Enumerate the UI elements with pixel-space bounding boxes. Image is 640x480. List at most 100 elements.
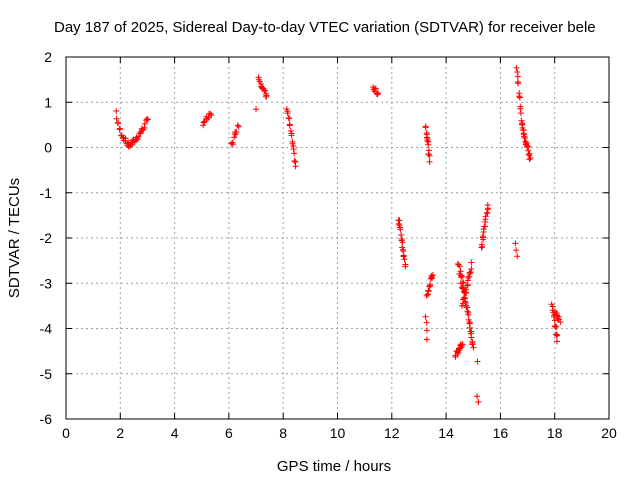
data-point xyxy=(373,90,380,97)
data-point xyxy=(291,157,298,164)
data-point xyxy=(429,275,436,282)
x-axis-label: GPS time / hours xyxy=(277,458,391,475)
y-tick-label: 1 xyxy=(44,94,52,110)
data-point xyxy=(470,344,477,351)
data-point xyxy=(458,302,465,309)
data-point xyxy=(423,292,430,299)
data-point xyxy=(515,80,522,87)
data-point xyxy=(468,265,475,272)
data-point xyxy=(513,247,520,254)
x-tick-label: 2 xyxy=(116,425,124,441)
y-axis-label: SDTVAR / TECUs xyxy=(6,178,23,298)
data-point xyxy=(426,152,433,159)
data-point xyxy=(141,120,148,127)
data-point xyxy=(133,136,140,143)
data-point xyxy=(263,92,270,99)
data-point xyxy=(514,253,521,260)
y-tick-label: -3 xyxy=(40,275,53,291)
data-point xyxy=(517,110,524,117)
y-tick-label: -2 xyxy=(40,230,53,246)
data-point xyxy=(234,122,241,129)
data-point xyxy=(425,151,432,158)
data-point xyxy=(514,73,521,80)
x-tick-label: 12 xyxy=(384,425,400,441)
data-point xyxy=(398,231,405,238)
data-point xyxy=(461,295,468,302)
data-point xyxy=(208,112,215,119)
data-point xyxy=(286,122,293,129)
data-point xyxy=(474,393,481,400)
data-point xyxy=(400,252,407,259)
data-point xyxy=(467,269,474,276)
data-point xyxy=(261,87,268,94)
data-point xyxy=(429,272,436,279)
data-point xyxy=(423,327,430,334)
data-point xyxy=(478,241,485,248)
x-tick-label: 8 xyxy=(279,425,287,441)
data-point xyxy=(525,147,532,154)
data-point xyxy=(235,123,242,130)
data-point xyxy=(253,106,260,113)
data-point xyxy=(554,331,561,338)
data-point xyxy=(291,150,298,157)
y-tick-label: 0 xyxy=(44,140,52,156)
x-tick-label: 0 xyxy=(62,425,70,441)
data-point xyxy=(423,319,430,326)
data-point xyxy=(527,154,534,161)
data-point xyxy=(464,282,471,289)
data-point xyxy=(401,256,408,263)
data-point xyxy=(113,115,120,122)
data-point xyxy=(115,119,122,126)
data-point xyxy=(480,228,487,235)
data-point xyxy=(288,132,295,139)
x-tick-label: 10 xyxy=(330,425,346,441)
data-point xyxy=(233,129,240,136)
data-point xyxy=(423,336,430,343)
data-point xyxy=(144,116,151,123)
data-point xyxy=(526,156,533,163)
data-point xyxy=(261,87,268,94)
data-point xyxy=(292,163,299,170)
data-point xyxy=(551,323,558,330)
data-point xyxy=(459,341,466,348)
x-tick-label: 4 xyxy=(171,425,179,441)
data-point xyxy=(286,115,293,122)
data-point xyxy=(422,123,429,130)
data-point xyxy=(229,139,236,146)
data-point xyxy=(464,304,471,311)
x-tick-label: 20 xyxy=(601,425,617,441)
data-point xyxy=(425,287,432,294)
y-tick-label: -4 xyxy=(40,321,53,337)
data-point xyxy=(113,107,120,114)
data-point xyxy=(469,341,476,348)
data-point xyxy=(423,134,430,141)
grid-layer xyxy=(66,57,609,419)
y-tick-label: -1 xyxy=(40,185,53,201)
data-point xyxy=(517,105,524,112)
data-point xyxy=(468,259,475,266)
data-point xyxy=(484,202,491,209)
data-point xyxy=(116,125,123,132)
data-point xyxy=(468,334,475,341)
data-point xyxy=(135,133,142,140)
data-point xyxy=(372,85,379,92)
data-point xyxy=(551,317,558,324)
data-point xyxy=(397,226,404,233)
data-point xyxy=(290,146,297,153)
x-tick-label: 16 xyxy=(493,425,509,441)
data-point xyxy=(557,319,564,326)
data-point xyxy=(458,274,465,281)
data-point xyxy=(516,94,523,101)
data-point xyxy=(513,64,520,71)
chart-title: Day 187 of 2025, Sidereal Day-to-day VTE… xyxy=(54,19,596,36)
data-point xyxy=(200,122,207,129)
data-point xyxy=(207,110,214,117)
x-tick-label: 18 xyxy=(547,425,563,441)
data-point xyxy=(465,274,472,281)
data-point xyxy=(228,140,235,147)
data-point xyxy=(424,137,431,144)
data-point xyxy=(482,213,489,220)
x-tick-label: 6 xyxy=(225,425,233,441)
data-point xyxy=(555,313,562,320)
